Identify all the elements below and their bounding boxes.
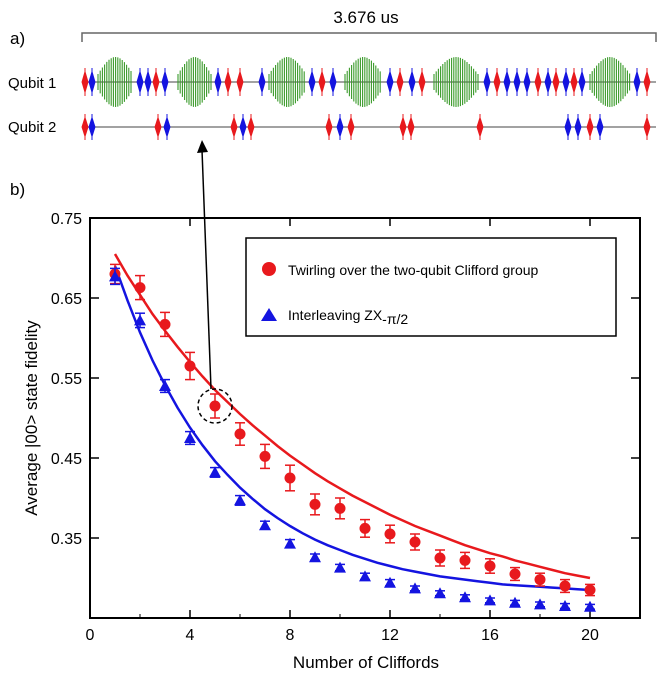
- data-point-interleaving: [109, 270, 121, 282]
- data-point-interleaving: [134, 314, 146, 326]
- panel-a-label: a): [10, 29, 25, 48]
- legend-marker-interleaving: [261, 308, 277, 321]
- cr-pulse-block: [433, 57, 479, 107]
- x-tick-label: 8: [286, 627, 295, 644]
- data-point-twirling: [384, 528, 396, 540]
- highlight-arrow: [201, 149, 212, 390]
- data-point-twirling: [459, 554, 471, 566]
- axes: 0 4 8 12 16 20 0.35 0.45 0.55 0.65 0.75: [51, 211, 641, 644]
- data-point-twirling: [434, 552, 446, 564]
- legend: [245, 237, 617, 337]
- data-point-twirling: [309, 498, 321, 510]
- x-axis-label: Number of Cliffords: [293, 653, 439, 672]
- duration-label: 3.676 us: [333, 8, 398, 27]
- data-point-interleaving: [584, 600, 596, 612]
- data-point-interleaving: [559, 600, 571, 611]
- data-point-interleaving: [234, 494, 246, 506]
- qubit2-pulse-sequence: [81, 114, 651, 140]
- legend-label-twirling: Twirling over the two-qubit Clifford gro…: [288, 262, 539, 278]
- y-tick-label: 0.75: [51, 211, 82, 228]
- x-tick-label: 20: [581, 627, 599, 644]
- highlight-marker: [197, 140, 233, 424]
- y-axis-label: Average |00> state fidelity: [22, 320, 41, 516]
- data-points: [109, 263, 596, 612]
- data-point-interleaving: [309, 551, 321, 563]
- qubit1-pulse-sequence: [81, 57, 651, 107]
- x-tick-label: 4: [186, 627, 195, 644]
- data-point-interleaving: [209, 466, 221, 478]
- data-point-twirling: [584, 584, 596, 596]
- data-point-twirling: [484, 560, 496, 572]
- data-point-twirling: [534, 574, 546, 586]
- data-point-twirling: [159, 318, 171, 330]
- data-point-twirling: [284, 472, 296, 484]
- data-point-interleaving: [509, 596, 521, 608]
- data-point-interleaving: [159, 380, 171, 391]
- data-point-twirling: [209, 400, 221, 412]
- x-tick-label: 16: [481, 627, 499, 644]
- data-point-interleaving: [534, 598, 546, 610]
- data-point-interleaving: [459, 591, 471, 603]
- fit-line-interleaving: [113, 265, 591, 592]
- y-tick-label: 0.45: [51, 451, 82, 468]
- data-point-interleaving: [259, 519, 271, 531]
- cr-pulse-block: [268, 57, 305, 107]
- cr-pulse-block: [589, 57, 631, 107]
- panel-b-label: b): [10, 180, 25, 199]
- y-tick-label: 0.35: [51, 531, 82, 548]
- data-point-twirling: [509, 568, 521, 580]
- data-point-twirling: [134, 282, 146, 294]
- legend-marker-twirling: [262, 262, 276, 276]
- highlight-arrowhead: [197, 140, 208, 153]
- data-point-twirling: [559, 580, 571, 592]
- data-point-twirling: [334, 502, 346, 514]
- plot-frame: [89, 217, 641, 619]
- data-point-twirling: [359, 522, 371, 534]
- data-point-twirling: [409, 536, 421, 548]
- qubit2-label: Qubit 2: [8, 119, 56, 136]
- data-point-interleaving: [484, 594, 496, 606]
- data-point-twirling: [184, 360, 196, 372]
- cr-pulse-block: [177, 57, 212, 107]
- cr-pulse-block: [97, 57, 132, 107]
- duration-bracket: [81, 32, 657, 42]
- legend-label-interleaving: Interleaving ZX-π/2: [288, 307, 408, 327]
- y-tick-label: 0.65: [51, 291, 82, 308]
- cr-pulse-block: [344, 57, 381, 107]
- x-tick-label: 12: [381, 627, 399, 644]
- data-point-interleaving: [334, 561, 346, 573]
- y-tick-label: 0.55: [51, 371, 82, 388]
- data-point-interleaving: [284, 537, 296, 549]
- data-point-interleaving: [409, 582, 421, 594]
- x-tick-label: 0: [86, 627, 95, 644]
- data-point-interleaving: [434, 587, 446, 599]
- data-point-twirling: [234, 428, 246, 440]
- highlight-circle: [197, 388, 233, 424]
- qubit1-label: Qubit 1: [8, 75, 56, 92]
- data-point-interleaving: [384, 576, 396, 588]
- data-point-interleaving: [359, 570, 371, 582]
- data-point-interleaving: [184, 432, 196, 443]
- data-point-twirling: [259, 450, 271, 462]
